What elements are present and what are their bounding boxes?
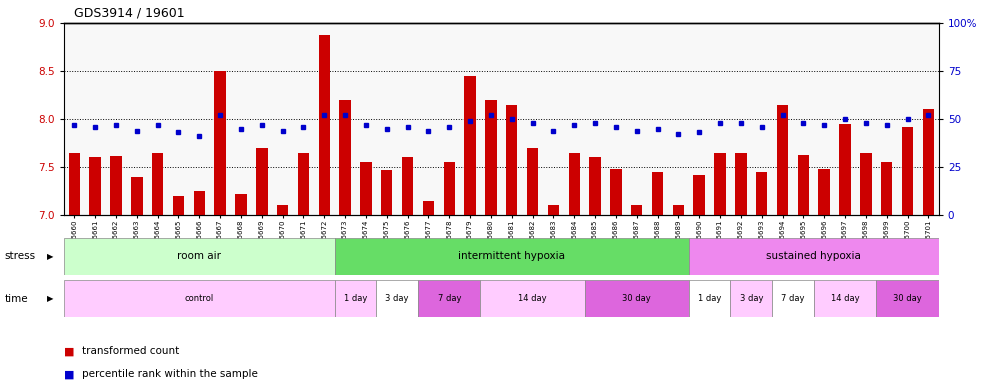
- Bar: [772, 280, 814, 317]
- Text: percentile rank within the sample: percentile rank within the sample: [82, 369, 258, 379]
- Bar: [173, 196, 184, 215]
- Bar: [568, 152, 580, 215]
- Text: 7 day: 7 day: [781, 294, 805, 303]
- Bar: [418, 280, 481, 317]
- Text: 3 day: 3 day: [739, 294, 763, 303]
- Bar: [735, 152, 747, 215]
- Bar: [819, 169, 830, 215]
- Bar: [797, 154, 809, 215]
- Text: 7 day: 7 day: [437, 294, 461, 303]
- Text: 1 day: 1 day: [698, 294, 722, 303]
- Bar: [334, 238, 689, 275]
- Text: ▶: ▶: [47, 294, 54, 303]
- Bar: [689, 280, 730, 317]
- Bar: [901, 127, 913, 215]
- Bar: [256, 148, 267, 215]
- Bar: [464, 76, 476, 215]
- Text: 30 day: 30 day: [894, 294, 922, 303]
- Bar: [339, 100, 351, 215]
- Text: 3 day: 3 day: [385, 294, 409, 303]
- Bar: [64, 280, 334, 317]
- Text: 14 day: 14 day: [831, 294, 859, 303]
- Bar: [64, 238, 334, 275]
- Bar: [360, 162, 372, 215]
- Bar: [590, 157, 601, 215]
- Bar: [585, 280, 689, 317]
- Bar: [876, 280, 939, 317]
- Text: time: time: [5, 293, 29, 304]
- Bar: [235, 194, 247, 215]
- Text: control: control: [185, 294, 214, 303]
- Bar: [860, 152, 872, 215]
- Text: 14 day: 14 day: [518, 294, 547, 303]
- Bar: [277, 205, 288, 215]
- Bar: [881, 162, 893, 215]
- Bar: [214, 71, 226, 215]
- Bar: [69, 152, 80, 215]
- Bar: [381, 170, 392, 215]
- Bar: [443, 162, 455, 215]
- Bar: [481, 280, 585, 317]
- Bar: [110, 156, 122, 215]
- Bar: [506, 104, 517, 215]
- Bar: [631, 205, 643, 215]
- Text: GDS3914 / 19601: GDS3914 / 19601: [74, 6, 185, 19]
- Bar: [730, 280, 772, 317]
- Text: transformed count: transformed count: [82, 346, 179, 356]
- Bar: [486, 100, 496, 215]
- Bar: [527, 148, 539, 215]
- Bar: [756, 172, 768, 215]
- Text: ▶: ▶: [47, 252, 54, 261]
- Bar: [298, 152, 310, 215]
- Bar: [839, 124, 850, 215]
- Bar: [334, 280, 376, 317]
- Bar: [152, 152, 163, 215]
- Bar: [693, 175, 705, 215]
- Text: sustained hypoxia: sustained hypoxia: [767, 251, 861, 262]
- Bar: [923, 109, 934, 215]
- Bar: [652, 172, 664, 215]
- Bar: [689, 238, 939, 275]
- Text: ■: ■: [64, 369, 75, 379]
- Bar: [610, 169, 621, 215]
- Text: 30 day: 30 day: [622, 294, 651, 303]
- Bar: [89, 157, 101, 215]
- Text: intermittent hypoxia: intermittent hypoxia: [458, 251, 565, 262]
- Text: 1 day: 1 day: [344, 294, 368, 303]
- Bar: [715, 152, 725, 215]
- Bar: [318, 35, 330, 215]
- Bar: [814, 280, 876, 317]
- Bar: [672, 205, 684, 215]
- Bar: [194, 191, 205, 215]
- Bar: [376, 280, 418, 317]
- Bar: [423, 200, 434, 215]
- Bar: [777, 104, 788, 215]
- Bar: [402, 157, 413, 215]
- Text: stress: stress: [5, 251, 36, 262]
- Text: ■: ■: [64, 346, 75, 356]
- Text: room air: room air: [177, 251, 221, 262]
- Bar: [548, 205, 559, 215]
- Bar: [131, 177, 143, 215]
